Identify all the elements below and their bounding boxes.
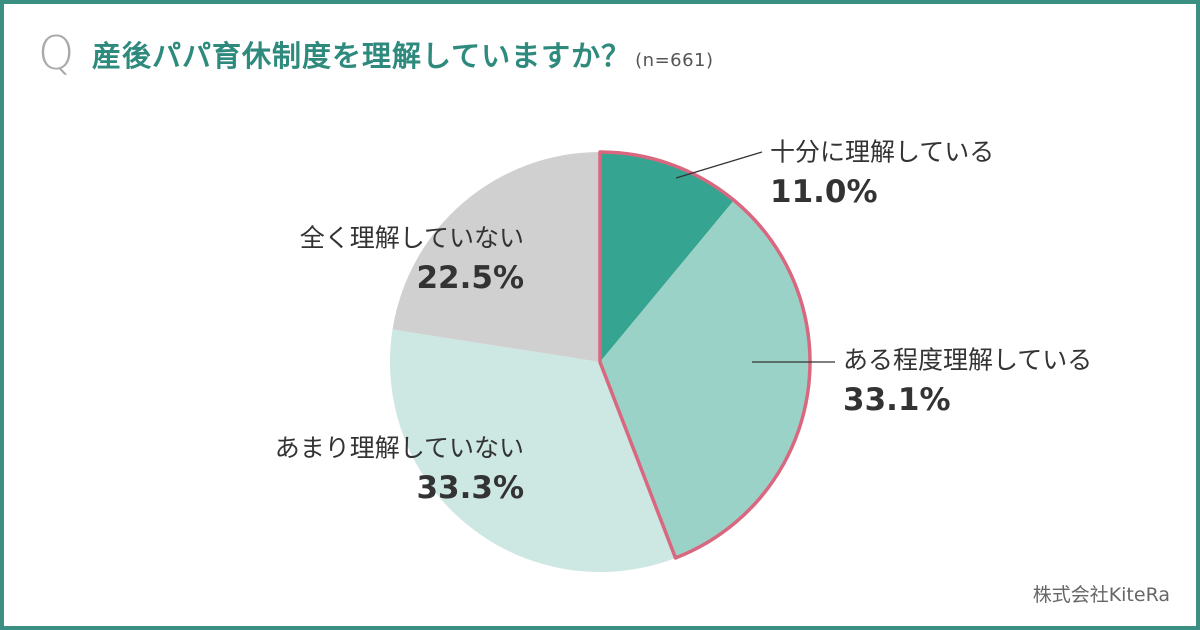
chart-title: 産後パパ育休制度を理解していますか？ (n=661) <box>92 42 714 71</box>
pie-slice-2 <box>600 200 810 558</box>
slice-value-slice-1: 11.0% <box>770 174 878 210</box>
slice-label-slice-2: ある程度理解している <box>843 346 1092 375</box>
slice-value-slice-2: 33.1% <box>843 382 951 418</box>
title-text: 産後パパ育休制度を理解していますか？ <box>92 39 632 73</box>
slice-value-slice-4: 22.5% <box>416 260 524 296</box>
highlight-outline <box>598 150 812 560</box>
pie-slice-3 <box>389 329 676 572</box>
pie-highlight-outline <box>598 150 812 560</box>
leader-line-slice-1 <box>675 151 763 179</box>
slice-label-slice-4: 全く理解していない <box>300 224 524 253</box>
sample-size: (n=661) <box>635 50 714 71</box>
question-q-icon: Q <box>38 26 75 80</box>
slice-label-slice-3: あまり理解していない <box>275 434 524 463</box>
pie-slices <box>389 151 810 572</box>
slice-value-slice-3: 33.3% <box>416 470 524 506</box>
slice-labels: 十分に理解している 11.0% ある程度理解している 33.1% あまり理解していない 3… <box>275 138 1093 507</box>
pie-slice-1 <box>600 152 734 362</box>
leader-lines <box>675 151 835 363</box>
slice-label-slice-1: 十分に理解している <box>770 138 994 167</box>
source-credit: 株式会社KiteRa <box>1032 584 1170 606</box>
pie-slice-4 <box>392 151 600 362</box>
